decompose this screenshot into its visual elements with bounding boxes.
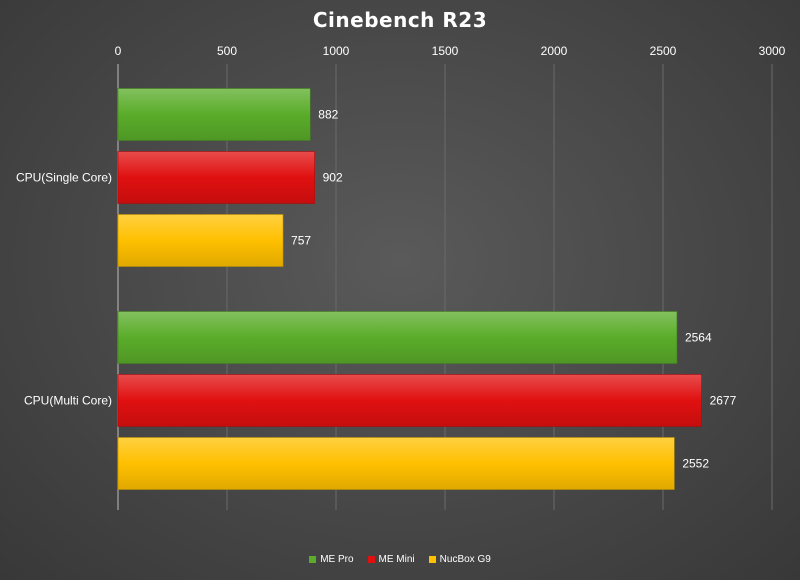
bar	[117, 311, 678, 364]
x-tick-label: 500	[217, 44, 237, 58]
x-tick-label: 0	[115, 44, 122, 58]
x-tick-label: 1000	[323, 44, 350, 58]
bar	[117, 151, 315, 204]
data-label: 2552	[682, 457, 709, 471]
legend-label: ME Mini	[378, 554, 415, 565]
legend-label: NucBox G9	[439, 554, 491, 565]
category-label: CPU(Single Core)	[16, 171, 112, 185]
data-label: 2564	[685, 331, 712, 345]
legend-label: ME Pro	[320, 554, 354, 565]
data-label: 2677	[710, 394, 737, 408]
data-label: 882	[318, 108, 338, 122]
bar	[117, 374, 702, 427]
legend: ME Pro ME Mini NucBox G9	[0, 554, 800, 565]
legend-swatch	[309, 556, 317, 563]
legend-swatch	[367, 556, 375, 563]
chart-title: Cinebench R23	[312, 8, 488, 32]
x-tick-label: 1500	[432, 44, 459, 58]
bar	[117, 88, 311, 141]
legend-item: NucBox G9	[428, 554, 491, 565]
category-label: CPU(Multi Core)	[24, 394, 112, 408]
x-tick-label: 2500	[650, 44, 677, 58]
legend-swatch	[428, 556, 436, 563]
legend-item: ME Mini	[367, 554, 415, 565]
x-tick-label: 2000	[541, 44, 568, 58]
legend-item: ME Pro	[309, 554, 354, 565]
data-label: 757	[291, 234, 311, 248]
data-label: 902	[323, 171, 343, 185]
bar	[117, 214, 284, 267]
x-tick-label: 3000	[759, 44, 786, 58]
bar	[117, 437, 675, 490]
